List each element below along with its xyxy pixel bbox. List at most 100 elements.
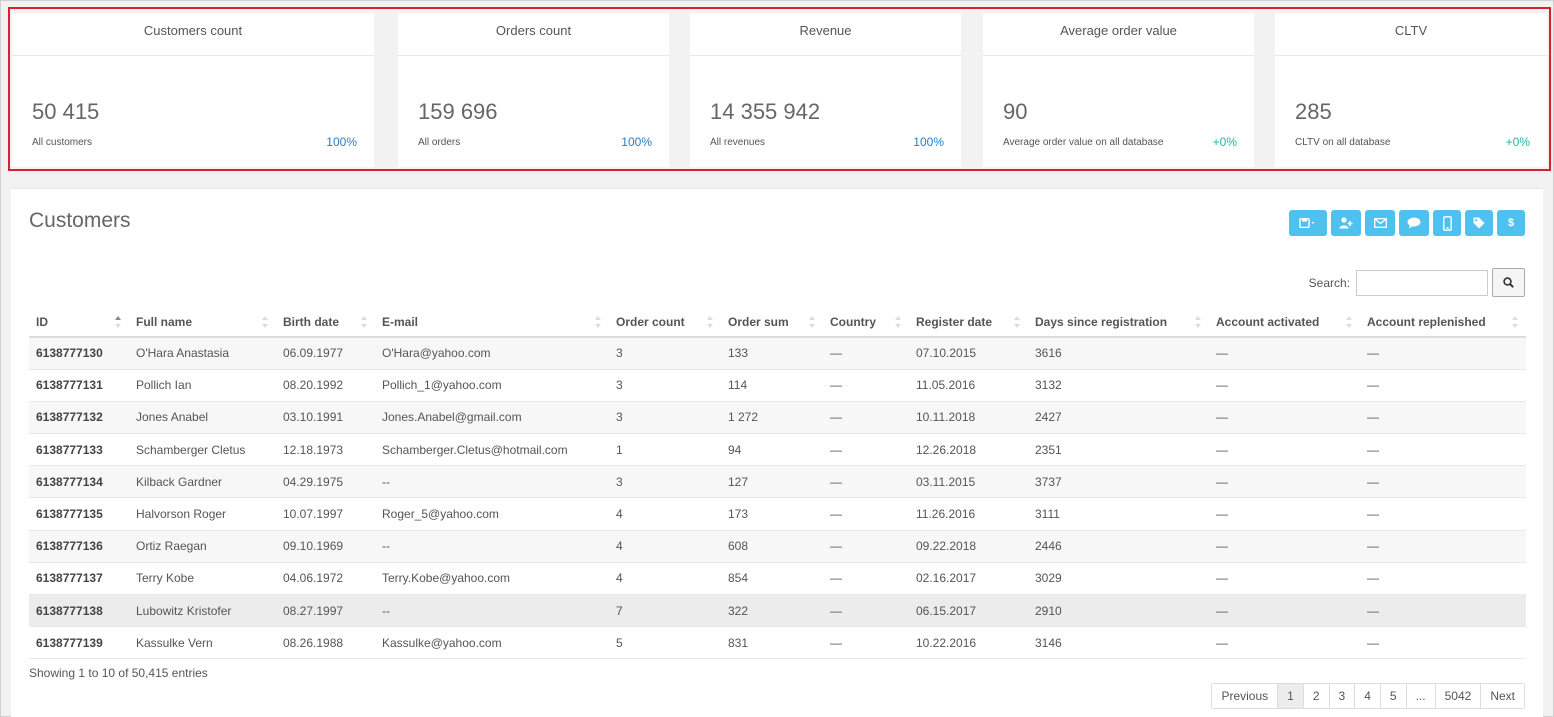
pagination-previous[interactable]: Previous: [1212, 684, 1278, 708]
cell-account-activated: —: [1209, 626, 1360, 660]
table-row[interactable]: 6138777136 Ortiz Raegan 09.10.1969 -- 4 …: [29, 530, 1526, 563]
cell-order-sum: 854: [721, 562, 823, 596]
search-button[interactable]: [1492, 268, 1525, 297]
add-user-button[interactable]: [1331, 210, 1361, 236]
table-row[interactable]: 6138777133 Schamberger Cletus 12.18.1973…: [29, 433, 1526, 467]
add-user-icon: [1339, 217, 1353, 229]
pagination-page-last[interactable]: 5042: [1434, 684, 1481, 708]
sort-ascending-icon: [115, 316, 121, 328]
cell-order-count: 3: [609, 401, 721, 435]
table-row[interactable]: 6138777131 Pollich Ian 08.20.1992 Pollic…: [29, 369, 1526, 402]
cell-register-date: 02.16.2017: [909, 562, 1028, 596]
column-header-email[interactable]: E-mail: [375, 307, 609, 338]
sms-button[interactable]: [1433, 210, 1461, 236]
cell-register-date: 10.11.2018: [909, 401, 1028, 435]
column-header-days-since-registration[interactable]: Days since registration: [1028, 307, 1209, 338]
chat-button[interactable]: [1399, 210, 1429, 236]
pagination-ellipsis: ...: [1405, 684, 1435, 708]
page-title: Customers: [29, 209, 131, 232]
cell-account-replenished: —: [1360, 530, 1526, 563]
pagination-page-4[interactable]: 4: [1354, 684, 1380, 708]
kpi-percent: 100%: [913, 135, 944, 149]
cell-order-sum: 831: [721, 626, 823, 660]
cell-order-sum: 133: [721, 337, 823, 370]
column-header-full-name[interactable]: Full name: [129, 307, 276, 338]
table-info: Showing 1 to 10 of 50,415 entries: [29, 666, 208, 680]
table-row[interactable]: 6138777137 Terry Kobe 04.06.1972 Terry.K…: [29, 562, 1526, 596]
cell-email: Kassulke@yahoo.com: [375, 626, 609, 660]
search-icon: [1503, 277, 1514, 288]
column-header-account-activated[interactable]: Account activated: [1209, 307, 1360, 338]
cell-order-count: 3: [609, 337, 721, 370]
pagination-page-3[interactable]: 3: [1328, 684, 1355, 708]
kpi-value: 90: [1003, 99, 1028, 124]
cell-country: —: [823, 594, 909, 628]
pagination-page-1[interactable]: 1: [1277, 684, 1303, 708]
customers-table: ID Full name Birth date E-mail Order cou…: [29, 307, 1526, 660]
cell-full-name: Terry Kobe: [129, 562, 276, 596]
save-dropdown-button[interactable]: [1289, 210, 1327, 236]
column-header-register-date[interactable]: Register date: [909, 307, 1028, 338]
table-row[interactable]: 6138777132 Jones Anabel 03.10.1991 Jones…: [29, 401, 1526, 435]
table-row[interactable]: 6138777134 Kilback Gardner 04.29.1975 --…: [29, 465, 1526, 499]
cell-birth-date: 03.10.1991: [276, 401, 375, 435]
column-header-id[interactable]: ID: [29, 307, 129, 338]
cell-days-since-registration: 2427: [1028, 401, 1209, 435]
dollar-button[interactable]: $: [1497, 210, 1525, 236]
sort-icon: [262, 316, 268, 328]
cell-email: --: [375, 594, 609, 628]
cell-account-replenished: —: [1360, 401, 1526, 435]
cell-account-activated: —: [1209, 497, 1360, 531]
cell-order-count: 4: [609, 497, 721, 531]
kpi-percent: 100%: [621, 135, 652, 149]
cell-birth-date: 09.10.1969: [276, 530, 375, 563]
cell-days-since-registration: 2351: [1028, 433, 1209, 467]
tag-button[interactable]: [1465, 210, 1493, 236]
cell-account-replenished: —: [1360, 497, 1526, 531]
cell-email: Pollich_1@yahoo.com: [375, 369, 609, 402]
kpi-title: CLTV: [1275, 13, 1547, 56]
table-row[interactable]: 6138777138 Lubowitz Kristofer 08.27.1997…: [29, 594, 1526, 628]
cell-account-replenished: —: [1360, 369, 1526, 402]
cell-order-sum: 114: [721, 369, 823, 402]
sort-icon: [1014, 316, 1020, 328]
pagination-page-5[interactable]: 5: [1379, 684, 1406, 708]
cell-full-name: Jones Anabel: [129, 401, 276, 435]
kpi-strip: Customers count 50 415 All customers 100…: [8, 7, 1551, 171]
cell-birth-date: 08.27.1997: [276, 594, 375, 628]
table-row[interactable]: 6138777130 O'Hara Anastasia 06.09.1977 O…: [29, 337, 1526, 370]
table-row[interactable]: 6138777135 Halvorson Roger 10.07.1997 Ro…: [29, 497, 1526, 531]
table-row[interactable]: 6138777139 Kassulke Vern 08.26.1988 Kass…: [29, 626, 1526, 660]
sort-icon: [361, 316, 367, 328]
sort-icon: [895, 316, 901, 328]
kpi-card-customers-count: Customers count 50 415 All customers 100…: [12, 13, 374, 167]
cell-birth-date: 04.29.1975: [276, 465, 375, 499]
column-header-order-sum[interactable]: Order sum: [721, 307, 823, 338]
email-button[interactable]: [1365, 210, 1395, 236]
column-header-order-count[interactable]: Order count: [609, 307, 721, 338]
column-header-country[interactable]: Country: [823, 307, 909, 338]
cell-register-date: 11.05.2016: [909, 369, 1028, 402]
kpi-card-cltv: CLTV 285 CLTV on all database +0%: [1275, 13, 1547, 167]
cell-register-date: 11.26.2016: [909, 497, 1028, 531]
column-header-account-replenished[interactable]: Account replenished: [1360, 307, 1526, 338]
search-input[interactable]: [1356, 269, 1488, 296]
column-header-birth-date[interactable]: Birth date: [276, 307, 375, 338]
cell-id: 6138777136: [29, 530, 129, 563]
kpi-card-orders-count: Orders count 159 696 All orders 100%: [398, 13, 669, 167]
pagination-page-2[interactable]: 2: [1302, 684, 1329, 708]
kpi-value: 159 696: [418, 99, 498, 124]
cell-id: 6138777135: [29, 497, 129, 531]
cell-account-replenished: —: [1360, 433, 1526, 467]
pagination-next[interactable]: Next: [1480, 684, 1524, 708]
cell-country: —: [823, 465, 909, 499]
tag-icon: [1473, 217, 1485, 229]
cell-email: --: [375, 530, 609, 563]
cell-order-sum: 94: [721, 433, 823, 467]
cell-full-name: O'Hara Anastasia: [129, 337, 276, 370]
cell-account-replenished: —: [1360, 465, 1526, 499]
cell-days-since-registration: 2446: [1028, 530, 1209, 563]
kpi-value: 50 415: [32, 99, 100, 124]
kpi-subtitle: CLTV on all database: [1295, 137, 1391, 148]
cell-days-since-registration: 3132: [1028, 369, 1209, 402]
